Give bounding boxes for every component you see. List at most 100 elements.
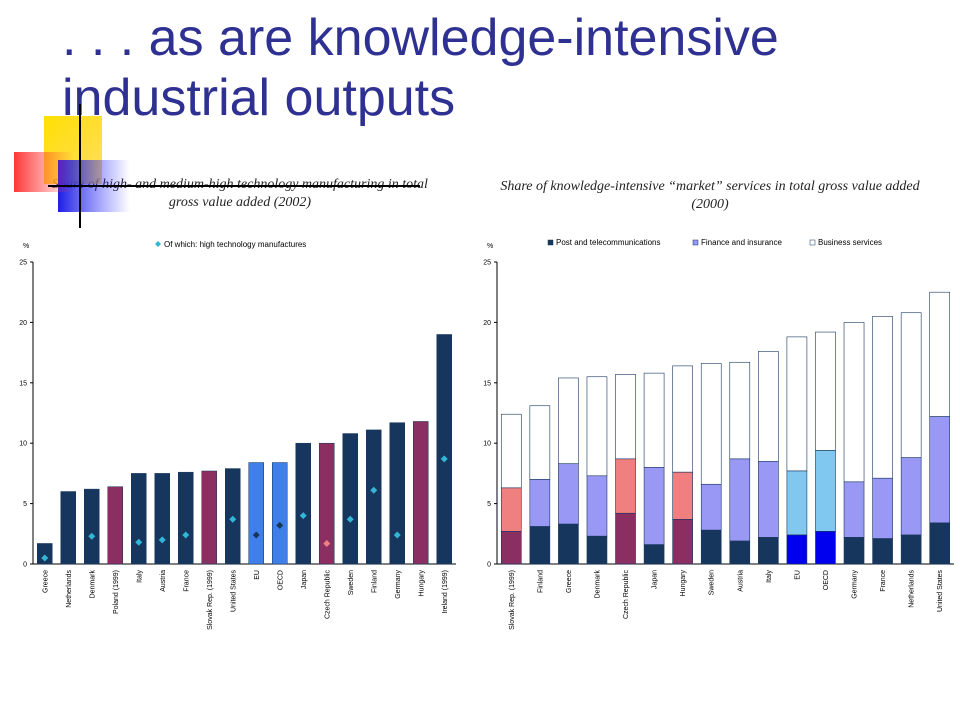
bar <box>154 473 170 565</box>
bar-finance-insurance <box>586 475 608 537</box>
bar-finance-insurance <box>615 458 636 514</box>
bar-business-services <box>729 361 751 460</box>
bar-post-telecom <box>615 512 636 565</box>
category-label: Slovak Rep. (1999) <box>207 570 214 630</box>
category-label: United States <box>230 570 237 613</box>
bar-business-services <box>500 413 522 489</box>
bar <box>201 470 217 565</box>
category-label: Sweden <box>348 570 355 595</box>
bar-post-telecom <box>786 534 808 565</box>
bar-business-services <box>558 377 579 465</box>
bar-finance-insurance <box>643 467 665 545</box>
bar-post-telecom <box>758 537 779 565</box>
high-tech-marker <box>182 531 190 539</box>
high-tech-marker <box>252 531 260 539</box>
bar-post-telecom <box>558 523 579 565</box>
bar-business-services <box>843 322 865 483</box>
category-label: Japan <box>652 570 659 589</box>
high-tech-marker <box>299 512 307 520</box>
y-tick-label: 5 <box>23 501 27 508</box>
y-tick-label: 0 <box>487 562 491 569</box>
category-label: EU <box>254 570 261 580</box>
bar-business-services <box>643 372 665 468</box>
category-label: Italy <box>136 570 143 583</box>
bar <box>319 442 335 565</box>
bar <box>272 462 288 565</box>
category-label: Italy <box>766 570 773 583</box>
bar-finance-insurance <box>758 461 779 538</box>
y-tick-label: 25 <box>483 260 491 267</box>
y-tick-label: 20 <box>19 320 27 327</box>
bar-finance-insurance <box>529 479 551 527</box>
legend-label: Finance and insurance <box>701 238 782 247</box>
legend-swatch <box>547 239 554 246</box>
bar-finance-insurance <box>872 477 893 539</box>
category-label: Netherlands <box>909 570 916 608</box>
y-axis-unit: % <box>23 243 29 250</box>
bar-business-services <box>672 365 693 473</box>
bar <box>366 429 382 565</box>
bar <box>342 433 358 565</box>
category-label: Denmark <box>594 570 601 599</box>
bar <box>131 473 147 565</box>
bar-finance-insurance <box>700 483 722 531</box>
category-label: Netherlands <box>66 570 73 608</box>
left-chart-title: Share of high- and medium-high technolog… <box>52 177 428 210</box>
bar-finance-insurance <box>843 481 865 538</box>
legend-label: Post and telecommunications <box>556 238 661 247</box>
category-label: Germany <box>852 570 859 599</box>
bar-business-services <box>786 336 808 472</box>
bar-post-telecom <box>815 531 836 565</box>
bar-business-services <box>900 312 922 458</box>
y-tick-label: 20 <box>483 320 491 327</box>
bar-finance-insurance <box>558 463 579 525</box>
y-tick-label: 0 <box>23 562 27 569</box>
y-tick-label: 10 <box>19 441 27 448</box>
category-label: United States <box>937 570 944 613</box>
bar <box>389 422 405 565</box>
category-label: Hungary <box>680 570 687 597</box>
legend-swatch <box>692 239 699 246</box>
bar-finance-insurance <box>900 457 922 536</box>
right-chart-title: Share of knowledge-intensive “market” se… <box>500 179 920 212</box>
high-tech-marker <box>88 532 96 540</box>
bar-business-services <box>529 405 551 480</box>
bar <box>60 491 76 565</box>
bar-post-telecom <box>729 540 751 565</box>
category-label: Austria <box>737 570 744 592</box>
category-label: Hungary <box>418 570 425 597</box>
bar-post-telecom <box>672 519 693 565</box>
category-label: EU <box>794 570 801 580</box>
category-label: OECD <box>823 570 830 590</box>
bar-post-telecom <box>586 535 608 565</box>
y-axis-unit: % <box>487 243 493 250</box>
category-label: Finland <box>537 570 544 593</box>
category-label: Czech Republic <box>623 570 630 620</box>
bar-business-services <box>700 363 722 485</box>
bar-business-services <box>615 374 636 460</box>
category-label: Slovak Rep. (1999) <box>509 570 516 630</box>
category-label: Japan <box>301 570 308 589</box>
bar <box>84 488 100 565</box>
category-label: Greece <box>566 570 573 593</box>
bar-business-services <box>586 376 608 477</box>
category-label: Austria <box>160 570 167 592</box>
bar <box>436 334 452 565</box>
high-tech-marker <box>440 455 448 463</box>
bar <box>413 421 429 565</box>
category-label: Sweden <box>709 570 716 595</box>
bar-finance-insurance <box>672 471 693 520</box>
y-tick-label: 15 <box>19 380 27 387</box>
high-tech-marker <box>276 521 284 529</box>
bar <box>295 442 311 565</box>
high-tech-marker <box>41 554 49 562</box>
high-tech-marker <box>393 531 401 539</box>
bar-post-telecom <box>700 529 722 565</box>
legend-swatch <box>809 239 816 246</box>
category-label: Finland <box>371 570 378 593</box>
slide-title: . . . as are knowledge-intensive industr… <box>62 9 779 127</box>
bar <box>107 486 123 565</box>
bar <box>248 462 264 565</box>
bar-business-services <box>815 331 836 451</box>
